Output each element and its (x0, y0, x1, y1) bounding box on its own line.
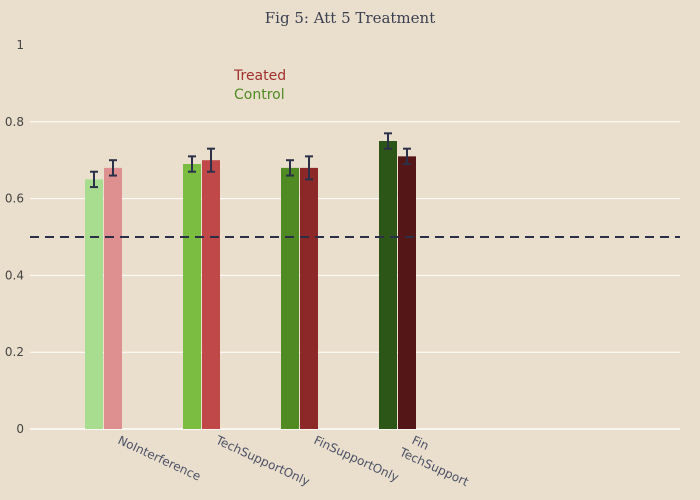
x-tick-label: TechSupportOnly (213, 433, 312, 489)
y-tick-label: 0.6 (5, 192, 24, 206)
bar-treated-3 (398, 156, 416, 430)
bar-control-1 (183, 164, 201, 430)
x-tick-label: NoInterference (116, 433, 203, 484)
error-bar-control-1 (188, 155, 196, 173)
bar-treated-1 (202, 160, 220, 429)
bar-control-0 (85, 179, 103, 429)
y-tick-label: 0 (16, 422, 24, 436)
error-bar-control-3 (384, 132, 392, 150)
error-bar-treated-1 (207, 147, 215, 173)
x-tick-label: FinSupportOnly (312, 433, 401, 485)
error-bar-treated-2 (305, 155, 313, 181)
chart-title: Fig 5: Att 5 Treatment (265, 9, 435, 27)
legend-item-control[interactable]: Control (234, 87, 285, 103)
error-bar-treated-3 (403, 147, 411, 166)
y-tick-label: 0.4 (5, 268, 24, 282)
error-bar-control-0 (90, 170, 98, 189)
y-tick-label: 1 (16, 38, 24, 52)
y-tick-label: 0.2 (5, 345, 24, 359)
bars (85, 141, 416, 430)
bar-treated-0 (104, 167, 122, 429)
error-bar-control-2 (286, 159, 294, 177)
x-axis-ticks: NoInterference TechSupportOnly FinSupportO… (116, 430, 478, 490)
y-axis-ticks: 0 0.2 0.4 0.6 0.8 1 (5, 38, 24, 436)
y-tick-label: 0.8 (5, 115, 24, 129)
gridlines (30, 121, 680, 430)
legend-item-treated[interactable]: Treated (233, 68, 286, 84)
bar-treated-2 (300, 167, 318, 429)
error-bar-treated-0 (109, 159, 117, 177)
x-tick-label: FinTechSupport (397, 430, 478, 489)
bar-control-2 (281, 167, 299, 429)
legend: Treated Control (233, 68, 286, 103)
bar-control-3 (379, 141, 397, 429)
error-bars (90, 132, 411, 189)
